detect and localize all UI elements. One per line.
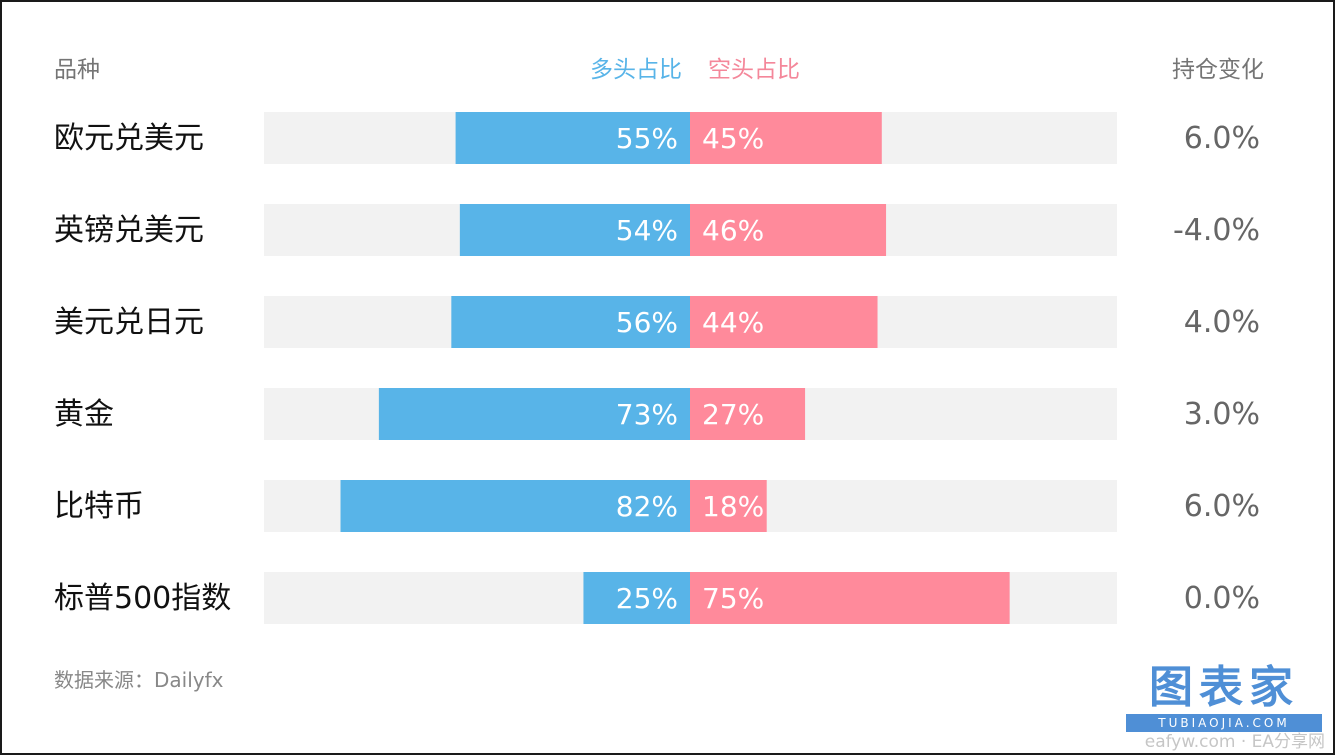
- long-bar: [451, 296, 690, 348]
- watermark-url: TUBIAOJIA.COM: [1126, 714, 1322, 732]
- short-bar: [690, 112, 882, 164]
- short-ratio-label: 27%: [702, 398, 764, 431]
- watermark-logo: 图表家 TUBIAOJIA.COM: [1126, 664, 1322, 734]
- header-position-change: 持仓变化: [1172, 57, 1264, 83]
- long-bar: [455, 112, 690, 164]
- header-short-ratio: 空头占比: [708, 57, 800, 83]
- watermark-title: 图表家: [1149, 662, 1299, 713]
- position-change-label: 3.0%: [1184, 397, 1260, 432]
- watermark-site: eafyw.com · EA分享网: [1144, 732, 1325, 752]
- category-label: 英镑兑美元: [54, 213, 204, 248]
- short-bar: [690, 204, 887, 256]
- position-change-label: 0.0%: [1184, 581, 1260, 616]
- category-label: 黄金: [54, 397, 114, 432]
- long-ratio-label: 82%: [616, 490, 678, 523]
- long-ratio-label: 56%: [616, 306, 678, 339]
- long-bar: [340, 480, 690, 532]
- chart-rows: 欧元兑美元 55% 45% 6.0% 英镑兑美元 54% 46% -4.0% 美元兑日元 56% 4…: [54, 112, 1260, 624]
- category-label: 美元兑日元: [54, 305, 204, 340]
- data-source: 数据来源：Dailyfx: [54, 668, 224, 692]
- header-long-ratio: 多头占比: [590, 57, 682, 83]
- position-change-label: 6.0%: [1184, 489, 1260, 524]
- short-bar: [690, 388, 806, 440]
- short-bar: [690, 296, 878, 348]
- short-ratio-label: 75%: [702, 582, 764, 615]
- long-ratio-label: 55%: [616, 122, 678, 155]
- short-ratio-label: 46%: [702, 214, 764, 247]
- position-change-label: 6.0%: [1184, 121, 1260, 156]
- short-ratio-label: 18%: [702, 490, 764, 523]
- category-label: 比特币: [54, 489, 144, 524]
- long-bar: [459, 204, 690, 256]
- category-label: 标普500指数: [54, 581, 231, 616]
- short-ratio-label: 44%: [702, 306, 764, 339]
- long-ratio-label: 73%: [616, 398, 678, 431]
- header-category: 品种: [54, 57, 100, 83]
- long-bar: [583, 572, 690, 624]
- category-label: 欧元兑美元: [54, 121, 204, 156]
- short-bar: [690, 572, 1010, 624]
- short-bar: [690, 480, 767, 532]
- short-ratio-label: 45%: [702, 122, 764, 155]
- long-ratio-label: 25%: [616, 582, 678, 615]
- position-change-label: -4.0%: [1173, 213, 1260, 248]
- long-ratio-label: 54%: [616, 214, 678, 247]
- position-change-label: 4.0%: [1184, 305, 1260, 340]
- long-bar: [378, 388, 690, 440]
